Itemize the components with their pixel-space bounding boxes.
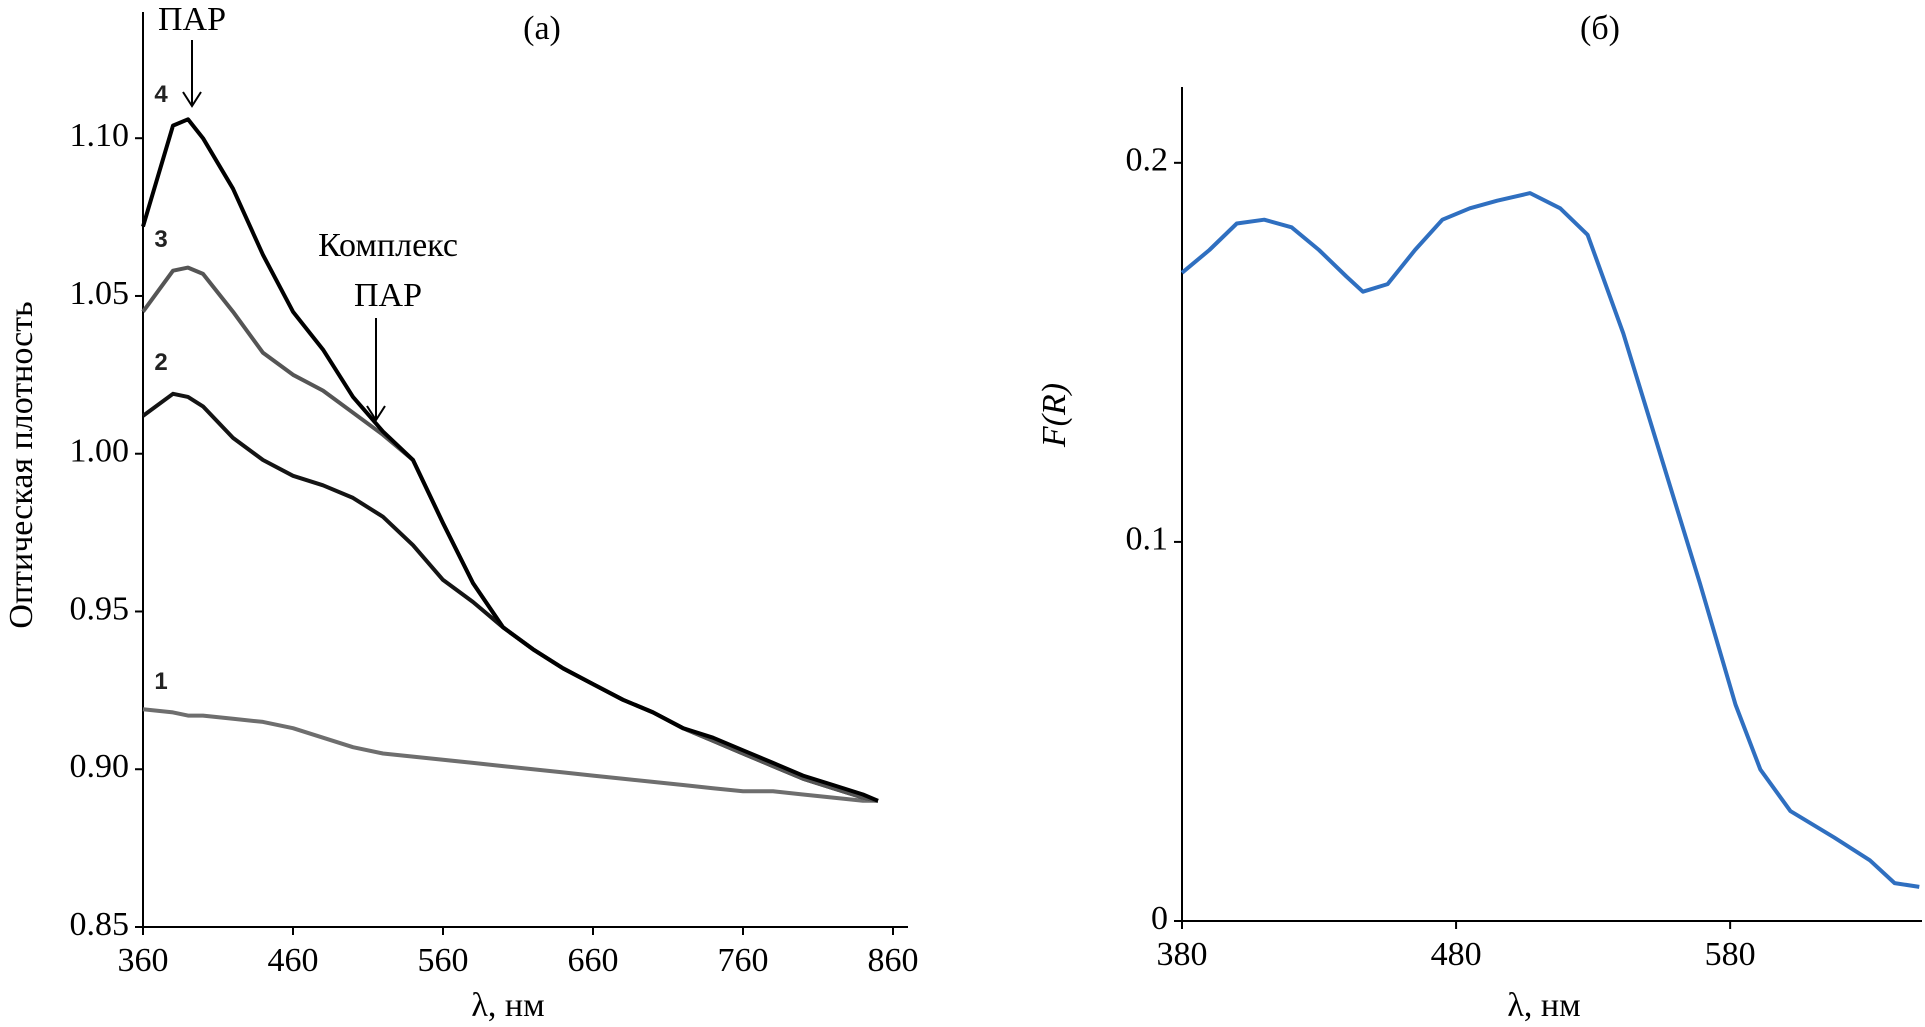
x-tick-label: 380 (1157, 936, 1208, 973)
y-axis-label: Оптическая плотность (3, 301, 40, 628)
y-tick-label: 0.85 (70, 906, 130, 943)
curve-label: 4 (154, 81, 168, 108)
x-axis-label: λ, нм (1507, 987, 1580, 1024)
x-tick-label: 580 (1705, 936, 1756, 973)
curve-label: 3 (154, 226, 167, 253)
y-tick-label: 0 (1151, 900, 1168, 937)
x-tick-label: 460 (268, 942, 319, 979)
annotation: ПАР (354, 277, 422, 314)
x-tick-label: 860 (868, 942, 919, 979)
x-tick-label: 480 (1431, 936, 1482, 973)
x-axis-label: λ, нм (471, 987, 544, 1024)
data-line (1180, 191, 1920, 889)
x-tick-label: 660 (568, 942, 619, 979)
y-tick-label: 0.95 (70, 590, 130, 627)
y-tick-label: 1.10 (70, 117, 130, 154)
x-tick-label: 560 (418, 942, 469, 979)
data-line (141, 117, 879, 803)
y-tick-label: 1.05 (70, 275, 130, 312)
y-axis-label: F(R) (1036, 383, 1073, 448)
annotation-arrow (366, 405, 386, 422)
y-tick-label: 0.1 (1126, 521, 1169, 558)
curve-label: 2 (154, 349, 167, 376)
panel-title: (б) (1580, 10, 1620, 47)
y-tick-label: 0.2 (1126, 142, 1169, 179)
x-tick-label: 360 (118, 942, 169, 979)
x-tick-label: 760 (718, 942, 769, 979)
curve-label: 1 (154, 668, 167, 695)
annotation: Комплекс (318, 227, 458, 264)
annotation: ПАР (158, 1, 226, 38)
panel-title: (а) (523, 10, 561, 47)
annotation-arrow (182, 91, 202, 108)
data-line (142, 707, 878, 803)
data-line (141, 391, 879, 803)
y-tick-label: 0.90 (70, 748, 130, 785)
y-tick-label: 1.00 (70, 433, 130, 470)
